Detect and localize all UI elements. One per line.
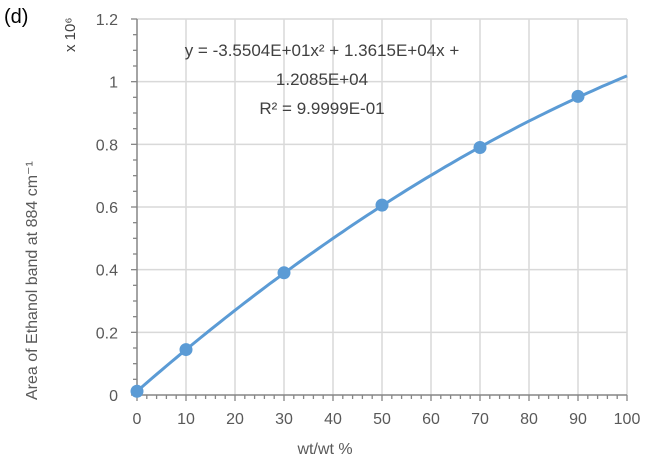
svg-text:90: 90: [569, 411, 587, 428]
svg-text:80: 80: [520, 411, 538, 428]
panel-label: (d): [4, 6, 29, 28]
svg-text:70: 70: [471, 411, 489, 428]
svg-text:0: 0: [109, 388, 118, 405]
data-point: [130, 384, 144, 398]
data-point: [277, 266, 291, 280]
equation-line-3: R² = 9.9999E-01: [259, 99, 385, 118]
svg-text:0.6: 0.6: [96, 200, 118, 217]
svg-text:1.2: 1.2: [96, 12, 118, 29]
svg-text:0: 0: [133, 411, 142, 428]
y-axis-label: Area of Ethanol band at 884 cm⁻¹: [24, 161, 41, 400]
svg-text:1: 1: [109, 75, 118, 92]
y-axis-multiplier: x 10⁶: [62, 17, 79, 52]
svg-text:100: 100: [614, 411, 641, 428]
svg-text:30: 30: [275, 411, 293, 428]
data-point: [179, 343, 193, 357]
tick-labels: 0 10 20 30 40 50 60 70 80 90 100 0 0.2 0.4 0.6 0.8 1 1.2: [96, 12, 641, 428]
svg-text:0.8: 0.8: [96, 137, 118, 154]
data-point: [473, 140, 487, 154]
axes: [131, 18, 628, 401]
trendline-equation: y = -3.5504E+01x² + 1.3615E+04x + 1.2085…: [172, 36, 472, 123]
svg-text:20: 20: [226, 411, 244, 428]
svg-text:50: 50: [373, 411, 391, 428]
svg-text:60: 60: [422, 411, 440, 428]
svg-text:0.2: 0.2: [96, 325, 118, 342]
data-point: [571, 89, 585, 103]
svg-text:0.4: 0.4: [96, 263, 118, 280]
data-point: [375, 198, 389, 212]
equation-line-2: 1.2085E+04: [275, 70, 369, 89]
svg-text:40: 40: [324, 411, 342, 428]
svg-text:10: 10: [177, 411, 195, 428]
data-points: [130, 89, 585, 398]
x-axis-label: wt/wt %: [297, 441, 353, 458]
equation-line-1: y = -3.5504E+01x² + 1.3615E+04x +: [184, 41, 460, 60]
